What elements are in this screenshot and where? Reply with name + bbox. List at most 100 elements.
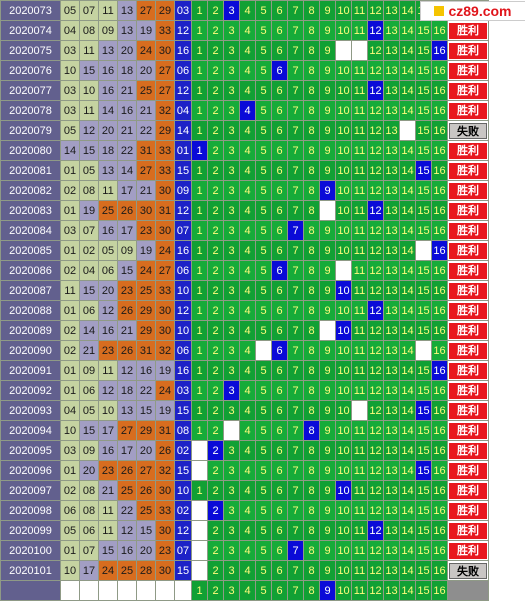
trend-cell: 4 <box>239 460 256 481</box>
trend-cell: 2 <box>207 120 224 141</box>
period-cell: 2020093 <box>0 400 61 421</box>
trend-cell: 8 <box>303 440 320 461</box>
red-ball-cell: 22 <box>117 140 137 161</box>
red-ball-cell: 03 <box>60 100 80 121</box>
trend-cell: 16 <box>431 40 448 61</box>
trend-cell: 15 <box>415 60 432 81</box>
result-badge: 失败 <box>449 562 487 579</box>
red-ball-cell: 30 <box>155 220 175 241</box>
trend-cell: 8 <box>303 300 320 321</box>
red-ball-cell: 11 <box>98 0 118 21</box>
trend-cell: 16 <box>431 340 448 361</box>
trend-cell: 13 <box>383 100 400 121</box>
red-ball-cell: 08 <box>79 500 99 521</box>
trend-cell: 8 <box>303 500 320 521</box>
trend-cell: 3 <box>223 60 240 81</box>
result-badge: 胜利 <box>449 222 487 239</box>
trend-cell: 15 <box>415 560 432 581</box>
period-cell: 2020087 <box>0 280 61 301</box>
trend-cell: 5 <box>255 520 272 541</box>
trend-cell: 8 <box>303 320 320 341</box>
trend-cell: 13 <box>383 220 400 241</box>
red-ball-cell: 03 <box>60 440 80 461</box>
trend-cell: 2 <box>207 180 224 201</box>
table-row: 2020086 02 04 06 15 24 27 06 1 2 3 4 5 6 7 8 9 10 11 12 13 14… <box>0 260 489 281</box>
trend-cell: 16 <box>431 360 448 381</box>
red-ball-cell: 11 <box>98 520 118 541</box>
result-badge: 胜利 <box>449 62 487 79</box>
trend-cell: 16 <box>431 540 448 561</box>
trend-cell: 15 <box>415 40 432 61</box>
red-ball-cell: 13 <box>98 40 118 61</box>
blue-ball-cell: 10 <box>174 480 192 501</box>
trend-cell: 14 <box>399 340 416 361</box>
trend-cell: 9 <box>319 500 336 521</box>
trend-cell: 2 <box>207 340 224 361</box>
red-ball-cell: 27 <box>136 160 156 181</box>
trend-cell: 12 <box>367 560 384 581</box>
red-ball-cell: 02 <box>60 480 80 501</box>
trend-cell: 7 <box>287 120 304 141</box>
trend-cell: 2 <box>207 380 224 401</box>
red-ball-cell: 21 <box>117 120 137 141</box>
red-ball-cell: 16 <box>98 220 118 241</box>
trend-cell: 3 <box>223 280 240 301</box>
trend-cell: 11 <box>351 260 368 281</box>
red-ball-cell: 14 <box>117 160 137 181</box>
trend-cell: 15 <box>415 280 432 301</box>
red-ball-cell: 11 <box>60 280 80 301</box>
trend-cell: 14 <box>399 220 416 241</box>
table-row: 2020094 10 15 17 27 29 31 08 1 2 3 4 5 6 7 8 9 10 11 12 13 14… <box>0 420 489 441</box>
trend-cell: 7 <box>287 380 304 401</box>
trend-cell: 7 <box>287 420 304 441</box>
red-ball-cell: 13 <box>117 400 137 421</box>
trend-cell: 1 <box>191 160 208 181</box>
trend-cell: 6 <box>271 240 288 261</box>
trend-cell: 7 <box>287 520 304 541</box>
table-row: 2020074 04 08 09 13 19 33 12 1 2 3 4 5 6 7 8 9 10 11 12 13 14… <box>0 20 489 41</box>
trend-cell: 9 <box>319 80 336 101</box>
red-ball-cell: 15 <box>98 540 118 561</box>
trend-cell: 2 <box>207 460 224 481</box>
red-ball-cell: 01 <box>60 460 80 481</box>
trend-cell: 15 <box>415 480 432 501</box>
trend-cell: 10 <box>335 200 352 221</box>
trend-cell: 2 <box>207 140 224 161</box>
red-ball-cell: 22 <box>117 500 137 521</box>
red-ball-cell: 21 <box>117 320 137 341</box>
trend-cell: 11 <box>351 480 368 501</box>
trend-cell: 15 <box>415 540 432 561</box>
trend-cell: 5 <box>255 580 272 601</box>
trend-cell: 1 <box>191 200 208 221</box>
trend-cell: 13 <box>383 540 400 561</box>
period-cell: 2020094 <box>0 420 61 441</box>
trend-cell: 3 <box>223 520 240 541</box>
period-cell: 2020089 <box>0 320 61 341</box>
trend-cell: 12 <box>367 480 384 501</box>
trend-cell: 14 <box>399 240 416 261</box>
period-cell: 2020081 <box>0 160 61 181</box>
trend-cell: 14 <box>399 360 416 381</box>
red-ball-cell: 17 <box>98 420 118 441</box>
red-ball-cell: 04 <box>60 20 80 41</box>
trend-cell: 14 <box>399 120 416 141</box>
trend-cell: 14 <box>399 580 416 601</box>
trend-cell: 11 <box>351 360 368 381</box>
trend-cell: 9 <box>319 140 336 161</box>
trend-cell: 15 <box>415 520 432 541</box>
blue-ball-cell: 08 <box>174 420 192 441</box>
period-cell: 2020074 <box>0 20 61 41</box>
red-ball-cell: 27 <box>155 60 175 81</box>
trend-cell: 5 <box>255 80 272 101</box>
red-ball-cell: 27 <box>136 460 156 481</box>
red-ball-cell: 09 <box>98 20 118 41</box>
trend-cell: 4 <box>239 560 256 581</box>
trend-cell: 2 <box>207 40 224 61</box>
red-ball-cell: 01 <box>60 540 80 561</box>
trend-cell: 9 <box>319 340 336 361</box>
result-cell: 胜利 <box>447 260 489 281</box>
trend-cell: 7 <box>287 40 304 61</box>
period-cell <box>0 580 61 601</box>
red-ball-cell: 15 <box>79 420 99 441</box>
site-logo[interactable]: cz89.com <box>420 1 525 21</box>
